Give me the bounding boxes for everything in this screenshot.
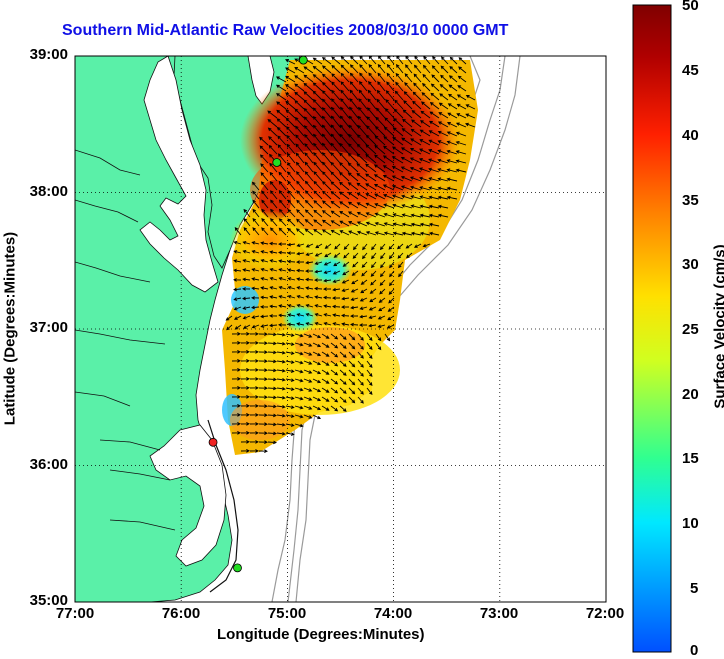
x-tick-label: 74:00 [373, 605, 413, 622]
x-tick-label: 75:00 [267, 605, 307, 622]
colorbar-tick: 15 [682, 450, 699, 467]
grid-lines [75, 56, 606, 602]
map-title: Southern Mid-Atlantic Raw Velocities 200… [62, 22, 509, 39]
y-tick-label: 36:00 [29, 456, 68, 473]
outer-banks [207, 419, 239, 593]
colorbar-tick: 35 [682, 192, 699, 209]
colorbar-label: Surface Velocity (cm/s) [711, 244, 724, 409]
colorbar-tick: 20 [682, 386, 699, 403]
y-tick-label: 35:00 [29, 592, 68, 609]
colorbar-tick: 45 [682, 62, 699, 79]
y-tick-label: 39:00 [29, 46, 68, 63]
y-tick-label: 38:00 [29, 183, 68, 200]
colorbar-tick: 5 [690, 580, 699, 597]
colorbar [632, 4, 672, 653]
map-plot-area [75, 56, 606, 602]
plot-frame [74, 55, 607, 603]
colorbar-tick: 10 [682, 515, 699, 532]
pamlico-sound [149, 424, 227, 567]
colorbar-tick: 25 [682, 321, 699, 338]
chesapeake-bay [139, 56, 219, 293]
colorbar-tick: 40 [682, 127, 699, 144]
velocity-vectors [225, 56, 476, 453]
colorbar-tick: 50 [682, 0, 699, 14]
colorbar-tick: 0 [690, 642, 699, 659]
radar-stations [208, 56, 308, 573]
x-axis-label: Longitude (Degrees:Minutes) [217, 626, 425, 643]
x-tick-label: 72:00 [585, 605, 625, 622]
colorbar-tick: 30 [682, 256, 699, 273]
y-axis-label: Latitude (Degrees:Minutes) [1, 231, 19, 426]
x-tick-label: 76:00 [161, 605, 201, 622]
vector-arrows [225, 56, 476, 453]
river-lines [75, 149, 176, 531]
velocity-field [222, 60, 478, 455]
station-marker [272, 158, 282, 167]
x-tick-label: 73:00 [479, 605, 519, 622]
y-tick-label: 37:00 [29, 319, 68, 336]
station-marker [233, 563, 242, 573]
station-marker [208, 437, 218, 447]
station-marker [298, 56, 308, 65]
x-tick-label: 77:00 [55, 605, 95, 622]
